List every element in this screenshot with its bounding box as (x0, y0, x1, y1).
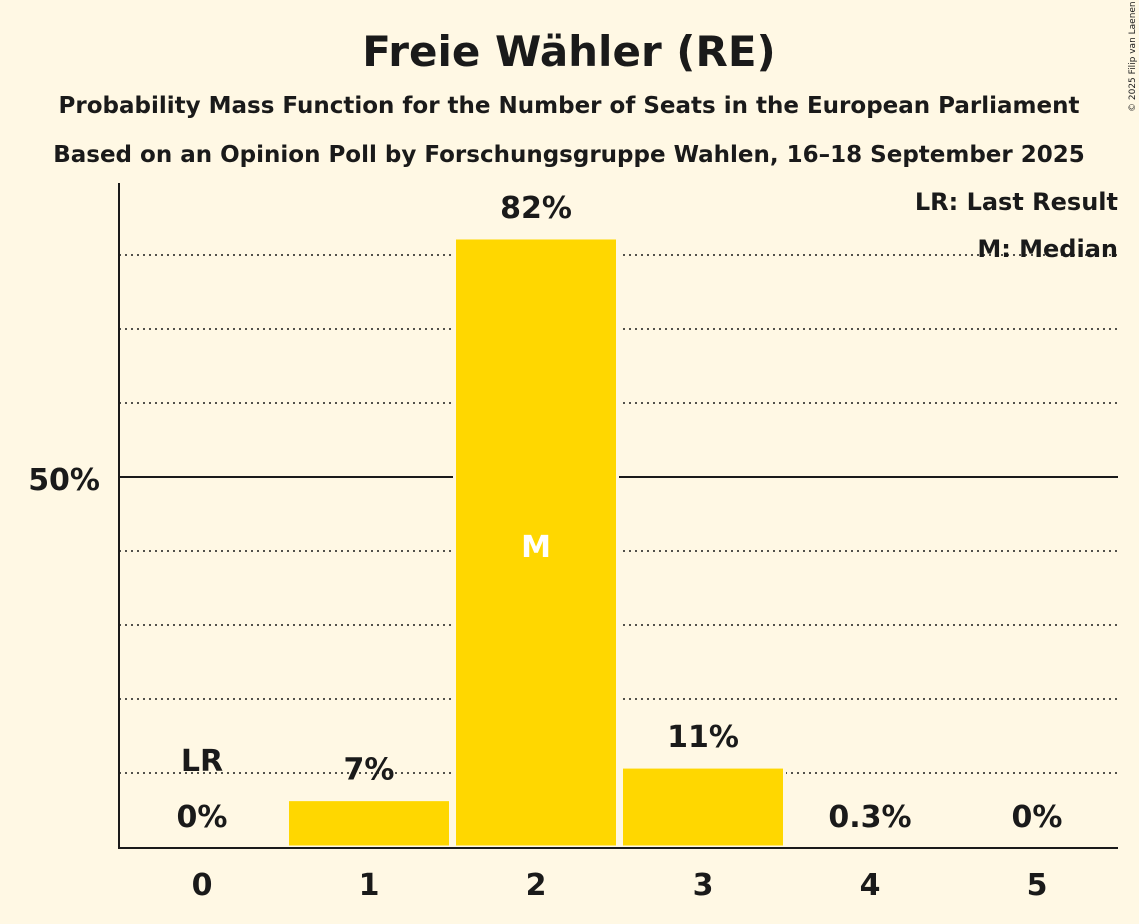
x-tick-label-0: 0 (192, 868, 213, 903)
x-tick-label-2: 2 (526, 868, 547, 903)
value-label-0: 0% (177, 800, 228, 835)
x-tick-label-3: 3 (693, 868, 714, 903)
value-label-1: 7% (344, 753, 395, 788)
bar-1 (286, 798, 452, 849)
y-tick-label-50: 50% (28, 463, 100, 498)
x-tick-label-5: 5 (1027, 868, 1048, 903)
chart-title: Freie Wähler (RE) (362, 27, 775, 76)
bar-3 (620, 765, 786, 849)
chart-subtitle-2: Based on an Opinion Poll by Forschungsgr… (53, 142, 1085, 168)
chart-subtitle-1: Probability Mass Function for the Number… (59, 93, 1080, 119)
value-label-2: 82% (500, 191, 572, 226)
value-label-5: 0% (1012, 800, 1063, 835)
x-tick-label-4: 4 (860, 868, 881, 903)
legend-last-result: LR: Last Result (915, 188, 1118, 216)
median-marker: M (521, 530, 551, 565)
copyright: © 2025 Filip van Laenen (1128, 1, 1138, 112)
bar-4 (787, 843, 953, 849)
last-result-marker: LR (181, 744, 223, 779)
value-label-4: 0.3% (828, 800, 911, 835)
x-tick-label-1: 1 (359, 868, 380, 903)
value-label-3: 11% (667, 720, 739, 755)
bar-2 (453, 236, 619, 849)
legend-median: M: Median (977, 235, 1118, 263)
